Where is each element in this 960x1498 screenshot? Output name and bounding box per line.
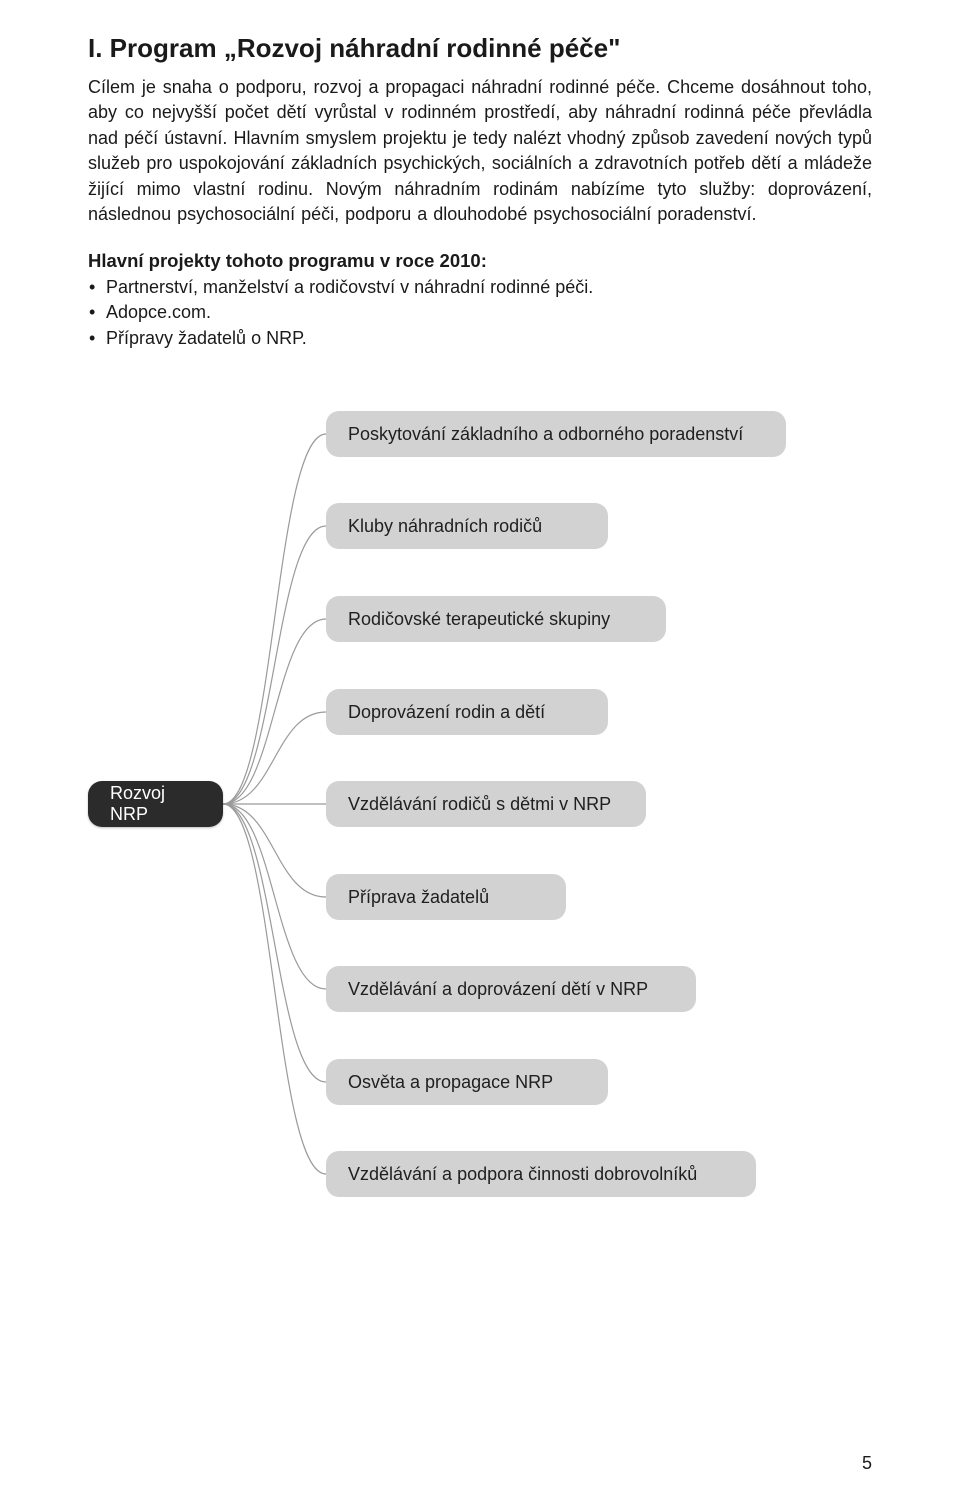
tree-leaf-node: Poskytování základního a odborného porad… [326, 411, 786, 457]
list-item: Partnerství, manželství a rodičovství v … [106, 275, 872, 301]
tree-leaf-node: Kluby náhradních rodičů [326, 503, 608, 549]
tree-leaf-node: Doprovázení rodin a dětí [326, 689, 608, 735]
section-heading: I. Program „Rozvoj náhradní rodinné péče… [88, 32, 872, 65]
tree-leaf-node: Příprava žadatelů [326, 874, 566, 920]
list-item: Přípravy žadatelů o NRP. [106, 326, 872, 352]
intro-paragraph: Cílem je snaha o podporu, rozvoj a propa… [88, 75, 872, 228]
list-item: Adopce.com. [106, 300, 872, 326]
tree-diagram: Rozvoj NRP Poskytování základního a odbor… [88, 411, 872, 1231]
tree-root-node: Rozvoj NRP [88, 781, 223, 827]
tree-leaf-node: Vzdělávání rodičů s dětmi v NRP [326, 781, 646, 827]
projects-subheading: Hlavní projekty tohoto programu v roce 2… [88, 250, 872, 272]
tree-leaf-node: Vzdělávání a podpora činnosti dobrovolní… [326, 1151, 756, 1197]
tree-leaf-node: Vzdělávání a doprovázení dětí v NRP [326, 966, 696, 1012]
page-number: 5 [862, 1453, 872, 1474]
projects-list: Partnerství, manželství a rodičovství v … [88, 275, 872, 352]
tree-leaf-node: Rodičovské terapeutické skupiny [326, 596, 666, 642]
tree-leaf-node: Osvěta a propagace NRP [326, 1059, 608, 1105]
